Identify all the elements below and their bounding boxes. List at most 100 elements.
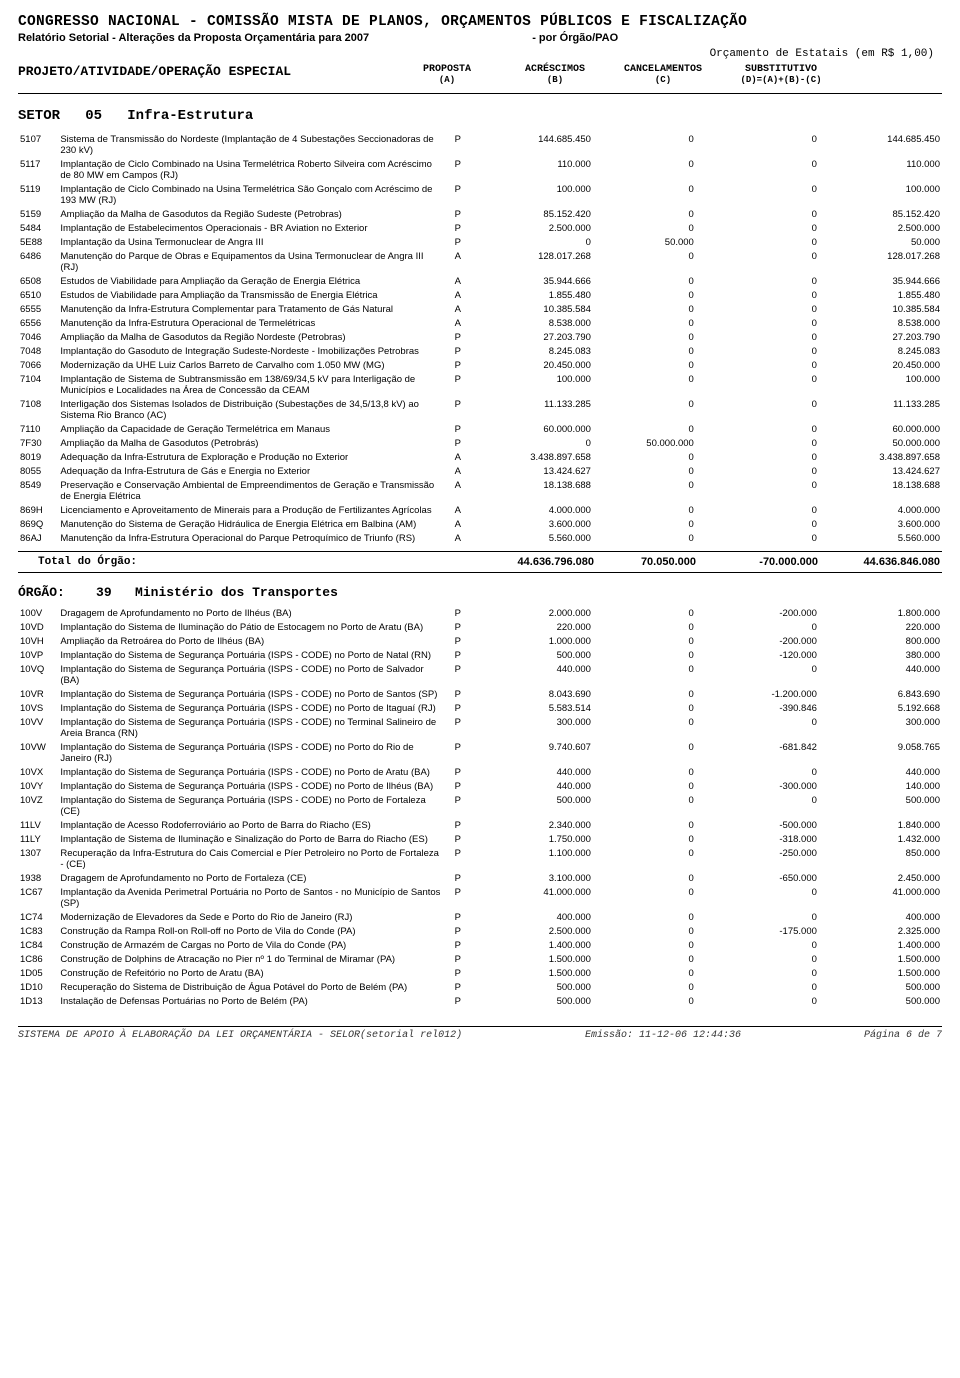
table-row: 5484Implantação de Estabelecimentos Oper… <box>18 221 942 235</box>
row-desc: Construção de Dolphins de Atracação no P… <box>58 952 445 966</box>
row-type: P <box>446 846 470 871</box>
row-b: 0 <box>593 687 696 701</box>
row-d: 1.855.480 <box>819 288 942 302</box>
row-c: -681.842 <box>696 740 819 765</box>
row-b: 0 <box>593 620 696 634</box>
row-desc: Adequação da Infra-Estrutura de Gás e En… <box>58 464 445 478</box>
table-row: 1C74Modernização de Elevadores da Sede e… <box>18 910 942 924</box>
row-desc: Implantação do Sistema de Segurança Port… <box>58 648 445 662</box>
row-code: 10VS <box>18 701 58 715</box>
row-code: 7108 <box>18 397 58 422</box>
table-row: 1C84Construção de Armazém de Cargas no P… <box>18 938 942 952</box>
row-a: 11.133.285 <box>470 397 593 422</box>
row-b: 0 <box>593 994 696 1008</box>
row-desc: Dragagem de Aprofundamento no Porto de F… <box>58 871 445 885</box>
table-row: 7104Implantação de Sistema de Subtransmi… <box>18 372 942 397</box>
row-desc: Implantação do Sistema de Segurança Port… <box>58 701 445 715</box>
row-code: 1C83 <box>18 924 58 938</box>
row-code: 11LY <box>18 832 58 846</box>
row-desc: Implantação do Gasoduto de Integração Su… <box>58 344 445 358</box>
row-code: 10VW <box>18 740 58 765</box>
row-c: -300.000 <box>696 779 819 793</box>
row-type: P <box>446 952 470 966</box>
row-c: 0 <box>696 132 819 157</box>
row-type: P <box>446 924 470 938</box>
row-a: 0 <box>470 235 593 249</box>
row-b: 0 <box>593 397 696 422</box>
table-row: 869QManutenção do Sistema de Geração Hid… <box>18 517 942 531</box>
row-desc: Construção de Armazém de Cargas no Porto… <box>58 938 445 952</box>
row-d: 60.000.000 <box>819 422 942 436</box>
row-desc: Estudos de Viabilidade para Ampliação da… <box>58 288 445 302</box>
table-row: 11LVImplantação de Acesso Rodoferroviári… <box>18 818 942 832</box>
column-header-row: PROJETO/ATIVIDADE/OPERAÇÃO ESPECIAL PROP… <box>18 64 942 94</box>
table-row: 86AJManutenção da Infra-Estrutura Operac… <box>18 531 942 545</box>
row-c: 0 <box>696 436 819 450</box>
row-type: A <box>446 517 470 531</box>
row-desc: Manutenção da Infra-Estrutura Complement… <box>58 302 445 316</box>
row-a: 18.138.688 <box>470 478 593 503</box>
row-desc: Modernização da UHE Luiz Carlos Barreto … <box>58 358 445 372</box>
table-row: 1D05Construção de Refeitório no Porto de… <box>18 966 942 980</box>
row-code: 1C84 <box>18 938 58 952</box>
row-d: 8.538.000 <box>819 316 942 330</box>
row-desc: Implantação do Sistema de Segurança Port… <box>58 740 445 765</box>
table-row: 1C83Construção da Rampa Roll-on Roll-off… <box>18 924 942 938</box>
row-desc: Dragagem de Aprofundamento no Porto de I… <box>58 606 445 620</box>
row-d: 440.000 <box>819 662 942 687</box>
row-b: 0 <box>593 980 696 994</box>
row-c: 0 <box>696 422 819 436</box>
row-code: 10VH <box>18 634 58 648</box>
header-title: CONGRESSO NACIONAL - COMISSÃO MISTA DE P… <box>18 14 942 30</box>
row-code: 6486 <box>18 249 58 274</box>
row-d: 380.000 <box>819 648 942 662</box>
row-b: 0 <box>593 952 696 966</box>
table-orgao-39: 100VDragagem de Aprofundamento no Porto … <box>18 606 942 1008</box>
row-code: 8019 <box>18 450 58 464</box>
row-type: P <box>446 436 470 450</box>
row-desc: Implantação do Sistema de Iluminação do … <box>58 620 445 634</box>
row-b: 0 <box>593 478 696 503</box>
row-code: 11LV <box>18 818 58 832</box>
row-c: 0 <box>696 330 819 344</box>
row-code: 5159 <box>18 207 58 221</box>
row-type: P <box>446 715 470 740</box>
row-code: 8055 <box>18 464 58 478</box>
row-type: P <box>446 207 470 221</box>
row-b: 0 <box>593 221 696 235</box>
row-c: -390.846 <box>696 701 819 715</box>
row-a: 1.100.000 <box>470 846 593 871</box>
row-code: 10VV <box>18 715 58 740</box>
row-b: 0 <box>593 648 696 662</box>
row-desc: Recuperação da Infra-Estrutura do Cais C… <box>58 846 445 871</box>
row-b: 0 <box>593 316 696 330</box>
row-desc: Implantação do Sistema de Segurança Port… <box>58 779 445 793</box>
row-b: 0 <box>593 779 696 793</box>
row-d: 3.438.897.658 <box>819 450 942 464</box>
row-desc: Implantação da Avenida Perimetral Portuá… <box>58 885 445 910</box>
row-a: 1.855.480 <box>470 288 593 302</box>
row-a: 20.450.000 <box>470 358 593 372</box>
row-d: 1.800.000 <box>819 606 942 620</box>
row-d: 144.685.450 <box>819 132 942 157</box>
row-c: 0 <box>696 531 819 545</box>
row-a: 85.152.420 <box>470 207 593 221</box>
row-d: 8.245.083 <box>819 344 942 358</box>
row-a: 2.340.000 <box>470 818 593 832</box>
row-a: 2.000.000 <box>470 606 593 620</box>
row-desc: Modernização de Elevadores da Sede e Por… <box>58 910 445 924</box>
row-a: 500.000 <box>470 980 593 994</box>
footer-mid: Emissão: 11-12-06 12:44:36 <box>585 1030 741 1041</box>
row-code: 6556 <box>18 316 58 330</box>
row-a: 100.000 <box>470 182 593 207</box>
row-desc: Implantação de Ciclo Combinado na Usina … <box>58 157 445 182</box>
page-footer: SISTEMA DE APOIO À ELABORAÇÃO DA LEI ORÇ… <box>18 1026 942 1041</box>
row-code: 1307 <box>18 846 58 871</box>
row-d: 5.560.000 <box>819 531 942 545</box>
row-desc: Implantação do Sistema de Segurança Port… <box>58 687 445 701</box>
table-row: 6508Estudos de Viabilidade para Ampliaçã… <box>18 274 942 288</box>
row-b: 0 <box>593 910 696 924</box>
row-b: 0 <box>593 793 696 818</box>
footer-left: SISTEMA DE APOIO À ELABORAÇÃO DA LEI ORÇ… <box>18 1030 462 1041</box>
row-d: 35.944.666 <box>819 274 942 288</box>
